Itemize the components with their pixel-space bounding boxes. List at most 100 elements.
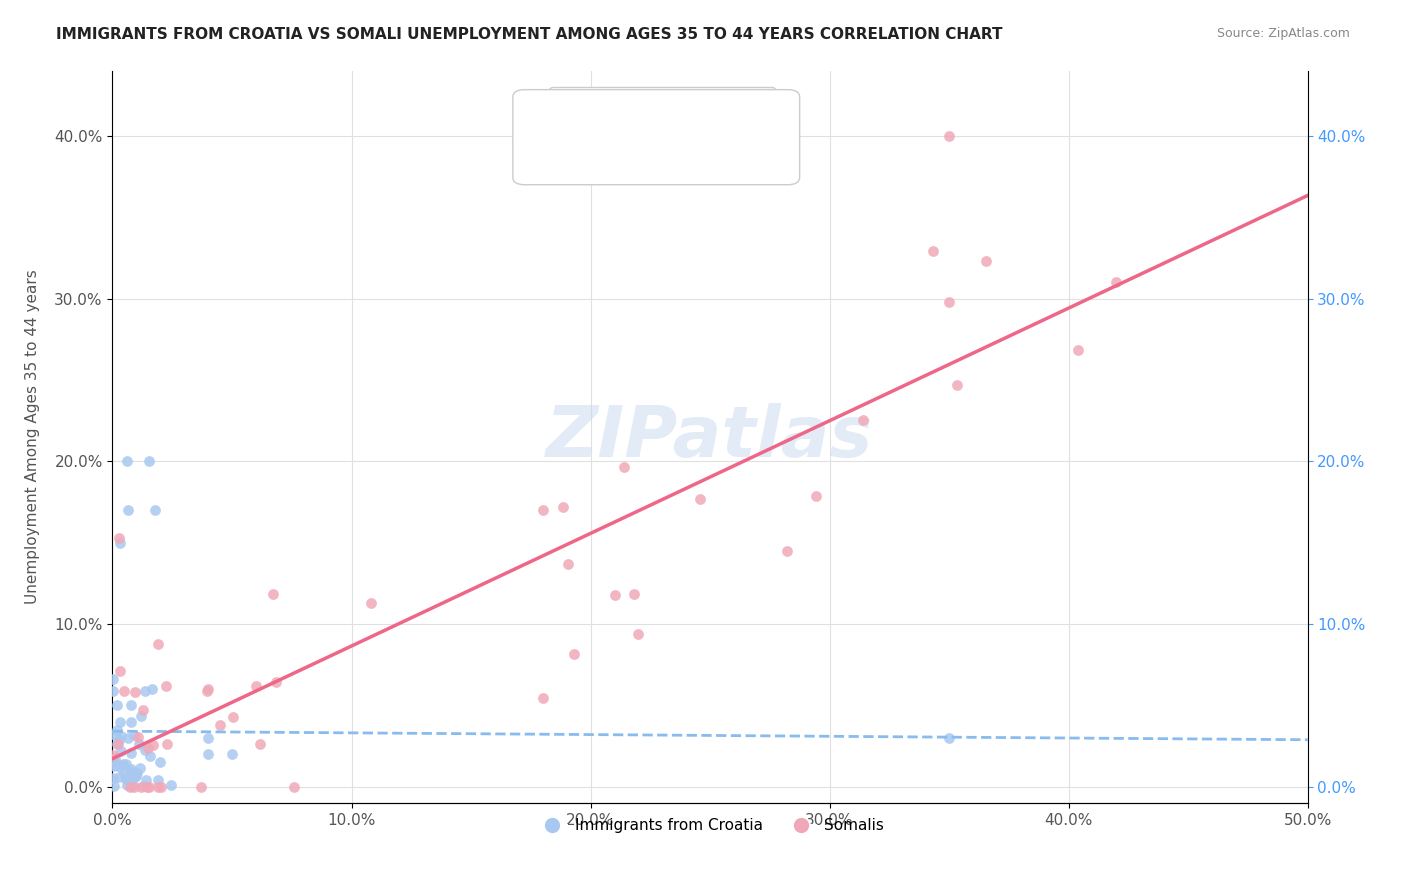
Point bbox=[531, 691, 554, 706]
Point bbox=[195, 684, 218, 698]
Point bbox=[108, 664, 131, 678]
Point bbox=[120, 747, 142, 761]
Point bbox=[160, 778, 183, 792]
Point bbox=[127, 731, 149, 745]
Point bbox=[1067, 343, 1090, 357]
Point bbox=[134, 684, 156, 698]
Point bbox=[605, 588, 627, 602]
Point bbox=[197, 731, 219, 745]
Point bbox=[125, 769, 148, 783]
Point bbox=[110, 744, 132, 758]
Point bbox=[115, 770, 138, 784]
Point bbox=[138, 454, 160, 468]
Point bbox=[806, 489, 828, 503]
Point bbox=[148, 780, 170, 794]
Point bbox=[249, 737, 271, 751]
Point bbox=[114, 772, 136, 787]
Point bbox=[128, 737, 150, 751]
Point bbox=[125, 765, 148, 780]
Point bbox=[222, 710, 245, 724]
Point bbox=[122, 728, 145, 742]
Point bbox=[122, 780, 145, 794]
Point bbox=[190, 780, 212, 794]
Point bbox=[197, 747, 219, 761]
Point bbox=[110, 729, 132, 743]
Point bbox=[689, 491, 711, 506]
Point bbox=[128, 761, 150, 775]
Point bbox=[112, 756, 135, 771]
Point bbox=[105, 757, 128, 772]
Point bbox=[551, 500, 574, 515]
Point bbox=[105, 757, 128, 772]
Point bbox=[105, 723, 128, 737]
Point bbox=[103, 779, 125, 793]
Point bbox=[118, 780, 141, 794]
Point bbox=[974, 253, 997, 268]
Point bbox=[1105, 275, 1128, 289]
Point bbox=[266, 675, 288, 690]
Point bbox=[562, 647, 585, 661]
Point bbox=[103, 759, 125, 773]
Point bbox=[852, 412, 875, 426]
Point bbox=[208, 717, 231, 731]
Point bbox=[150, 780, 173, 794]
Point bbox=[938, 129, 960, 144]
Point bbox=[136, 741, 159, 756]
Point bbox=[148, 772, 170, 787]
Text: Source: ZipAtlas.com: Source: ZipAtlas.com bbox=[1216, 27, 1350, 40]
Point bbox=[557, 558, 579, 572]
Point bbox=[138, 780, 160, 794]
Point bbox=[612, 460, 634, 475]
Point bbox=[141, 681, 163, 696]
Point bbox=[108, 531, 131, 545]
Point bbox=[135, 780, 157, 794]
Point bbox=[946, 378, 969, 392]
Point bbox=[108, 714, 131, 729]
Point bbox=[197, 681, 219, 696]
Point bbox=[103, 747, 125, 762]
Point bbox=[623, 587, 645, 601]
Point bbox=[117, 779, 139, 793]
Point bbox=[112, 684, 135, 698]
Legend: Immigrants from Croatia, Somalis: Immigrants from Croatia, Somalis bbox=[530, 812, 890, 839]
Point bbox=[146, 637, 169, 651]
Point bbox=[262, 587, 284, 601]
Point bbox=[124, 769, 146, 783]
Point bbox=[121, 772, 143, 786]
Point bbox=[155, 679, 177, 693]
Point bbox=[110, 535, 132, 549]
Point bbox=[283, 780, 305, 794]
Point bbox=[120, 779, 142, 793]
Point bbox=[124, 685, 146, 699]
Point bbox=[135, 773, 157, 788]
Point bbox=[101, 771, 124, 785]
Point bbox=[129, 709, 152, 723]
Point bbox=[101, 673, 124, 687]
Point bbox=[108, 770, 131, 784]
Point bbox=[129, 780, 152, 794]
Point bbox=[104, 728, 127, 742]
Point bbox=[112, 766, 135, 780]
Point bbox=[103, 684, 125, 698]
Point bbox=[120, 762, 142, 776]
Point bbox=[245, 680, 267, 694]
Point bbox=[938, 731, 960, 745]
Point bbox=[105, 698, 128, 713]
Point bbox=[115, 757, 138, 772]
Point bbox=[118, 771, 141, 785]
Point bbox=[117, 503, 139, 517]
Point bbox=[149, 755, 172, 769]
Point bbox=[142, 739, 165, 753]
Point bbox=[132, 779, 155, 793]
Point bbox=[107, 737, 129, 751]
Point bbox=[120, 698, 142, 713]
Point bbox=[105, 737, 128, 751]
Point bbox=[938, 294, 960, 309]
Point bbox=[120, 714, 142, 729]
Point bbox=[108, 733, 131, 747]
FancyBboxPatch shape bbox=[513, 90, 800, 185]
Point bbox=[360, 596, 382, 610]
Point bbox=[922, 244, 945, 258]
Point bbox=[775, 544, 797, 558]
Text: IMMIGRANTS FROM CROATIA VS SOMALI UNEMPLOYMENT AMONG AGES 35 TO 44 YEARS CORRELA: IMMIGRANTS FROM CROATIA VS SOMALI UNEMPL… bbox=[56, 27, 1002, 42]
